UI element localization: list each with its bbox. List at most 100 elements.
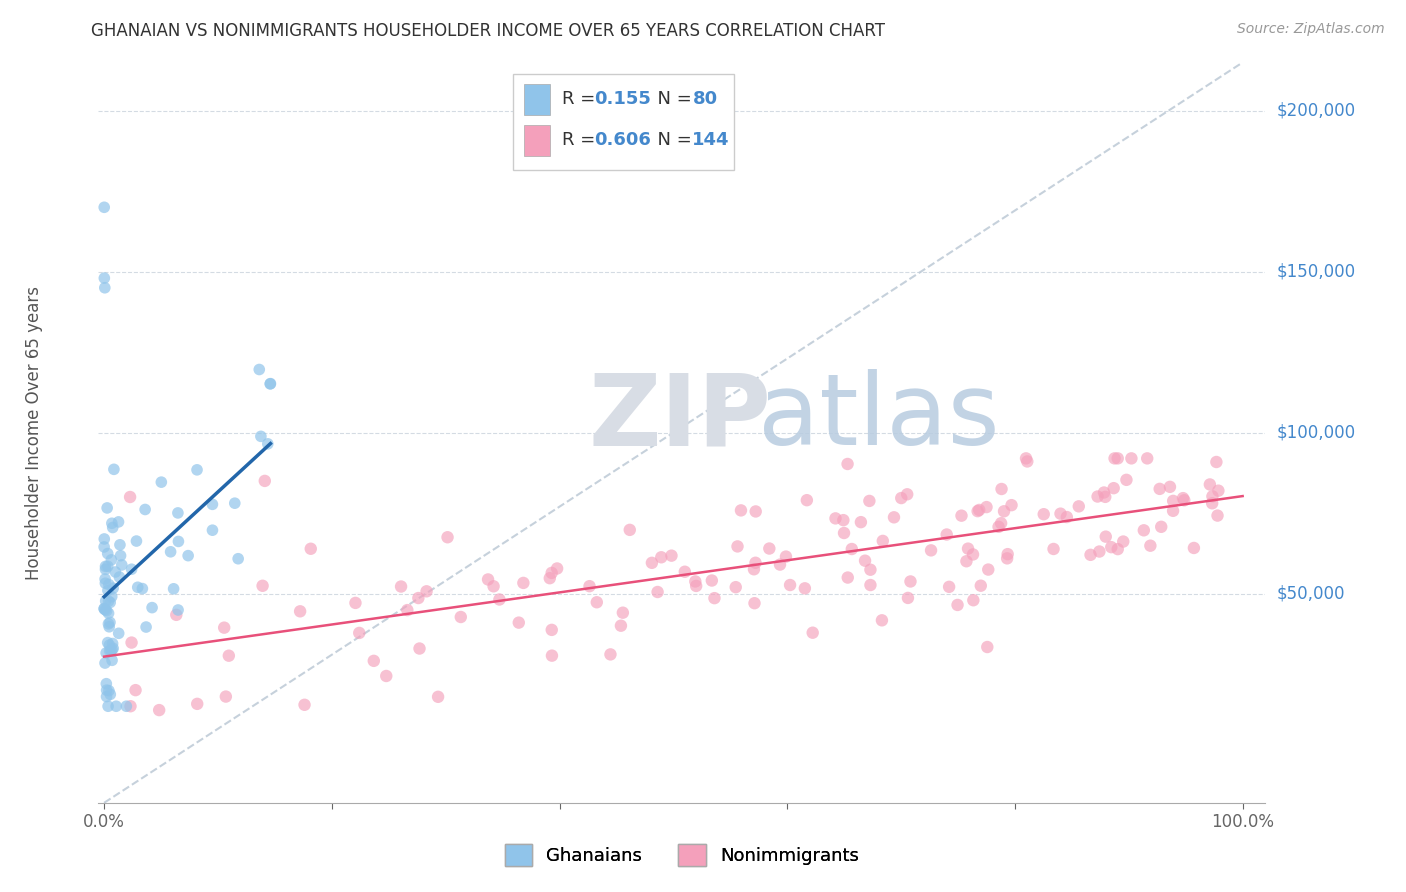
Point [1094,530,1116,544]
Point [94,603,117,617]
Point [477,573,499,587]
Point [987,520,1010,534]
Point [124,683,146,698]
Point [408,591,430,605]
Point [97,699,120,714]
Point [1136,451,1159,466]
Point [107,626,129,640]
Point [94,646,117,660]
Point [97,683,120,698]
Text: ZIP: ZIP [589,369,772,467]
Point [1087,490,1109,504]
Point [427,690,450,704]
Point [1198,477,1220,491]
Point [96,604,118,618]
Point [111,558,134,572]
Point [259,376,281,391]
Point [98,687,121,701]
Point [1139,539,1161,553]
Point [541,648,564,663]
Point [1017,454,1039,468]
Point [93,271,115,285]
Point [512,575,534,590]
Text: 0.155: 0.155 [595,90,651,109]
Point [212,621,235,635]
Point [101,516,124,531]
Point [950,508,973,523]
Text: 80: 80 [692,90,717,109]
Point [94,656,117,670]
Point [288,604,311,618]
Point [93,200,115,214]
Point [837,457,859,471]
Point [186,463,208,477]
Point [108,570,131,584]
Point [1161,494,1184,508]
Point [673,565,696,579]
Point [870,613,893,627]
Point [488,592,510,607]
Legend: Ghanaians, Nonimmigrants: Ghanaians, Nonimmigrants [496,835,868,875]
Point [758,541,780,556]
Point [167,506,190,520]
Point [131,582,153,596]
Point [94,594,117,608]
Point [962,593,984,607]
Point [94,572,117,586]
Point [201,497,224,511]
Point [165,607,187,622]
Text: atlas: atlas [758,369,1000,467]
Point [990,482,1012,496]
Point [215,690,238,704]
Text: 144: 144 [692,131,730,149]
Point [1150,520,1173,534]
Point [724,580,747,594]
FancyBboxPatch shape [524,84,550,115]
Point [101,581,124,595]
Point [957,541,980,556]
Point [610,618,633,632]
FancyBboxPatch shape [513,73,734,169]
Point [96,690,118,704]
Text: GHANAIAN VS NONIMMIGRANTS HOUSEHOLDER INCOME OVER 65 YEARS CORRELATION CHART: GHANAIAN VS NONIMMIGRANTS HOUSEHOLDER IN… [91,22,886,40]
Point [1088,544,1111,558]
Point [94,281,117,295]
Point [970,579,993,593]
Point [256,437,278,451]
Point [1080,548,1102,562]
Point [793,582,815,596]
Text: 0.606: 0.606 [595,131,651,149]
Point [995,551,1018,566]
Point [96,676,118,690]
Point [134,502,156,516]
Text: $200,000: $200,000 [1277,102,1357,120]
Point [837,570,859,584]
Text: Source: ZipAtlas.com: Source: ZipAtlas.com [1237,22,1385,37]
Point [1161,504,1184,518]
Point [1104,451,1126,466]
Point [121,635,143,649]
Point [105,699,128,714]
Point [98,615,121,630]
Point [167,534,190,549]
Point [97,547,120,561]
Point [125,534,148,549]
Point [824,511,846,525]
Point [94,562,117,576]
Point [396,603,419,617]
Point [661,549,683,563]
Point [599,648,621,662]
Point [742,562,765,576]
Point [1208,483,1230,498]
Point [540,623,562,637]
Point [101,653,124,667]
Text: $100,000: $100,000 [1277,424,1357,442]
Point [98,595,121,609]
Point [104,565,127,579]
Point [93,532,115,546]
Point [482,579,505,593]
Point [247,362,270,376]
Point [744,556,766,570]
Point [101,641,124,656]
Point [226,551,249,566]
